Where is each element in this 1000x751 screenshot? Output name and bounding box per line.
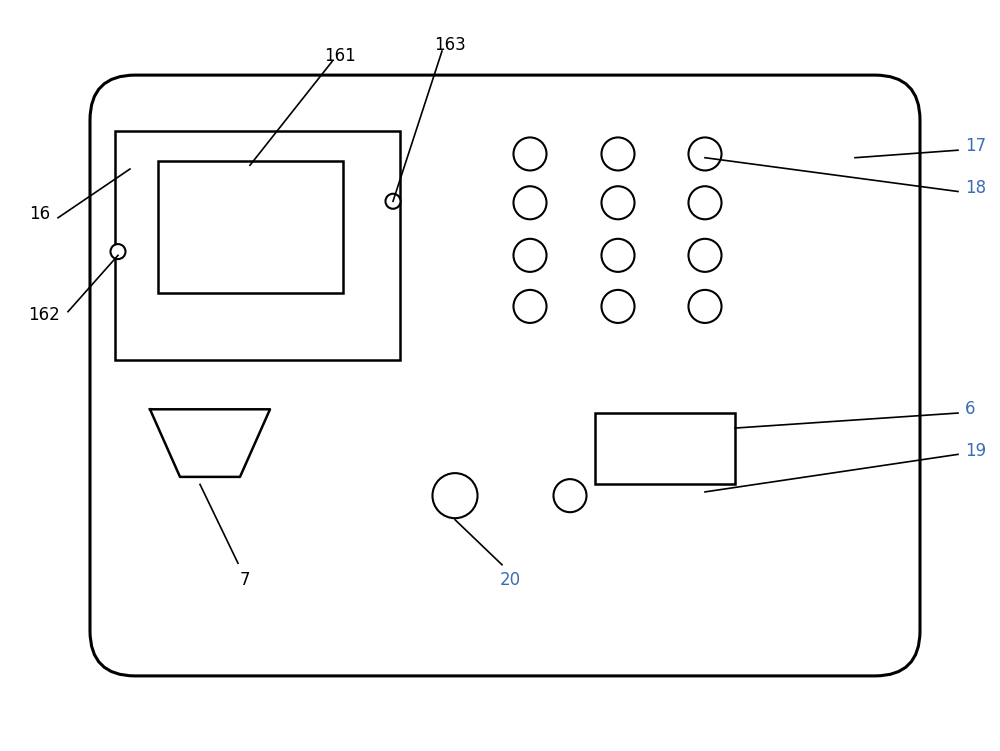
Circle shape	[601, 186, 635, 219]
Text: 6: 6	[965, 400, 976, 418]
Text: 162: 162	[28, 306, 60, 324]
Circle shape	[601, 290, 635, 323]
Circle shape	[553, 479, 587, 512]
Text: 17: 17	[965, 137, 986, 155]
Circle shape	[513, 137, 547, 170]
Circle shape	[513, 239, 547, 272]
Bar	[115, 131, 400, 360]
Circle shape	[688, 239, 722, 272]
Circle shape	[432, 473, 478, 518]
Circle shape	[688, 186, 722, 219]
FancyBboxPatch shape	[90, 75, 920, 676]
Text: 163: 163	[434, 36, 466, 54]
Text: 16: 16	[29, 205, 50, 223]
Circle shape	[513, 290, 547, 323]
Circle shape	[110, 244, 126, 259]
Circle shape	[601, 137, 635, 170]
Bar	[158, 161, 343, 293]
Circle shape	[688, 290, 722, 323]
Text: 7: 7	[240, 571, 250, 589]
Circle shape	[513, 186, 547, 219]
Text: 161: 161	[324, 47, 356, 65]
Circle shape	[385, 194, 401, 209]
Circle shape	[688, 137, 722, 170]
Text: 20: 20	[499, 571, 521, 589]
Bar	[595, 413, 735, 484]
Circle shape	[601, 239, 635, 272]
Text: 19: 19	[965, 442, 986, 460]
Text: 18: 18	[965, 179, 986, 197]
